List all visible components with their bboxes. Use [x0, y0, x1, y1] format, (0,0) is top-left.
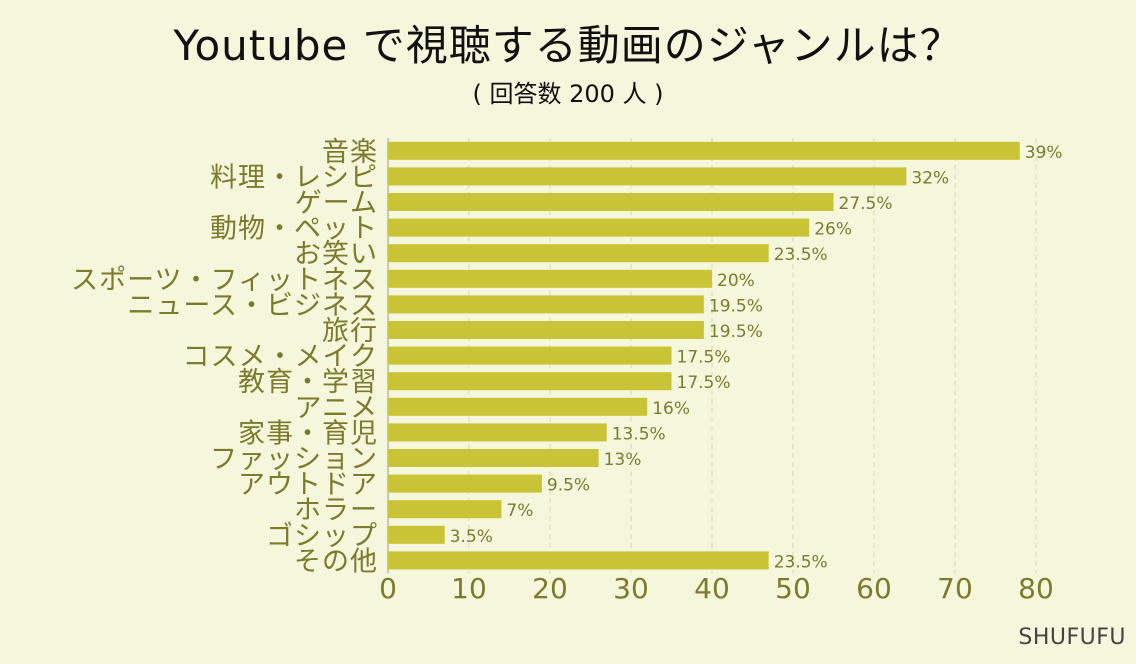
bar [388, 269, 712, 288]
category-label: ゲーム [295, 188, 378, 219]
category-label: コスメ・メイク [183, 342, 378, 373]
category-label: お笑い [294, 239, 378, 270]
data-label: 17.5% [677, 373, 731, 393]
category-label: スポーツ・フィットネス [71, 265, 378, 296]
bar [388, 141, 1020, 160]
category-label: アニメ [295, 393, 378, 424]
x-tick-label: 70 [937, 572, 973, 605]
data-label: 17.5% [677, 348, 731, 368]
bar [388, 474, 542, 493]
category-label: 料理・レシピ [210, 162, 378, 193]
data-label: 20% [717, 271, 755, 291]
x-tick-label: 40 [694, 572, 730, 605]
category-label: ニュース・ビジネス [127, 290, 378, 321]
category-label: 動物・ペット [210, 214, 378, 245]
category-label: 旅行 [322, 316, 378, 347]
bar [388, 193, 834, 211]
x-tick-label: 80 [1018, 572, 1054, 605]
x-tick-label: 50 [775, 572, 811, 605]
bar [388, 295, 704, 314]
chart-title: Youtube で視聴する動画のジャンルは？ [173, 21, 963, 70]
data-label: 3.5% [450, 527, 493, 547]
category-label: その他 [294, 546, 378, 577]
data-label: 23.5% [774, 245, 828, 265]
x-tick-label: 60 [856, 572, 892, 605]
data-label: 13% [604, 450, 642, 470]
category-label: ホラー [294, 495, 378, 526]
category-label: ファッション [210, 444, 378, 475]
watermark: SHUFUFU [1018, 625, 1126, 650]
data-label: 23.5% [774, 552, 828, 572]
x-tick-label: 10 [451, 572, 487, 605]
category-label: アウトドア [238, 470, 378, 501]
bar [388, 525, 445, 544]
bar [388, 397, 648, 416]
data-label: 19.5% [709, 322, 763, 342]
data-label: 16% [652, 399, 690, 419]
bar [388, 551, 769, 570]
data-label: 7% [506, 501, 533, 521]
bar [388, 244, 769, 263]
category-label: 教育・学習 [238, 367, 378, 398]
category-label: 家事・育児 [238, 418, 378, 449]
chart-subtitle: ( 回答数 200 人 ) [472, 80, 664, 108]
bar [388, 500, 502, 519]
category-label: 音楽 [322, 137, 378, 168]
data-label: 9.5% [547, 476, 590, 496]
data-label: 32% [911, 168, 949, 188]
bar [388, 321, 704, 339]
bar [388, 346, 672, 365]
x-tick-label: 30 [613, 572, 649, 605]
data-label: 27.5% [839, 194, 893, 214]
bar [388, 218, 810, 237]
bar [388, 167, 907, 186]
bar [388, 449, 599, 467]
data-label: 19.5% [709, 296, 763, 316]
data-label: 39% [1025, 143, 1063, 163]
bar [388, 372, 672, 391]
x-tick-label: 20 [532, 572, 568, 605]
data-label: 26% [814, 220, 852, 240]
bar [388, 423, 607, 442]
x-tick-label: 0 [379, 572, 397, 605]
category-label: ゴシップ [266, 521, 378, 552]
data-label: 13.5% [612, 424, 666, 444]
